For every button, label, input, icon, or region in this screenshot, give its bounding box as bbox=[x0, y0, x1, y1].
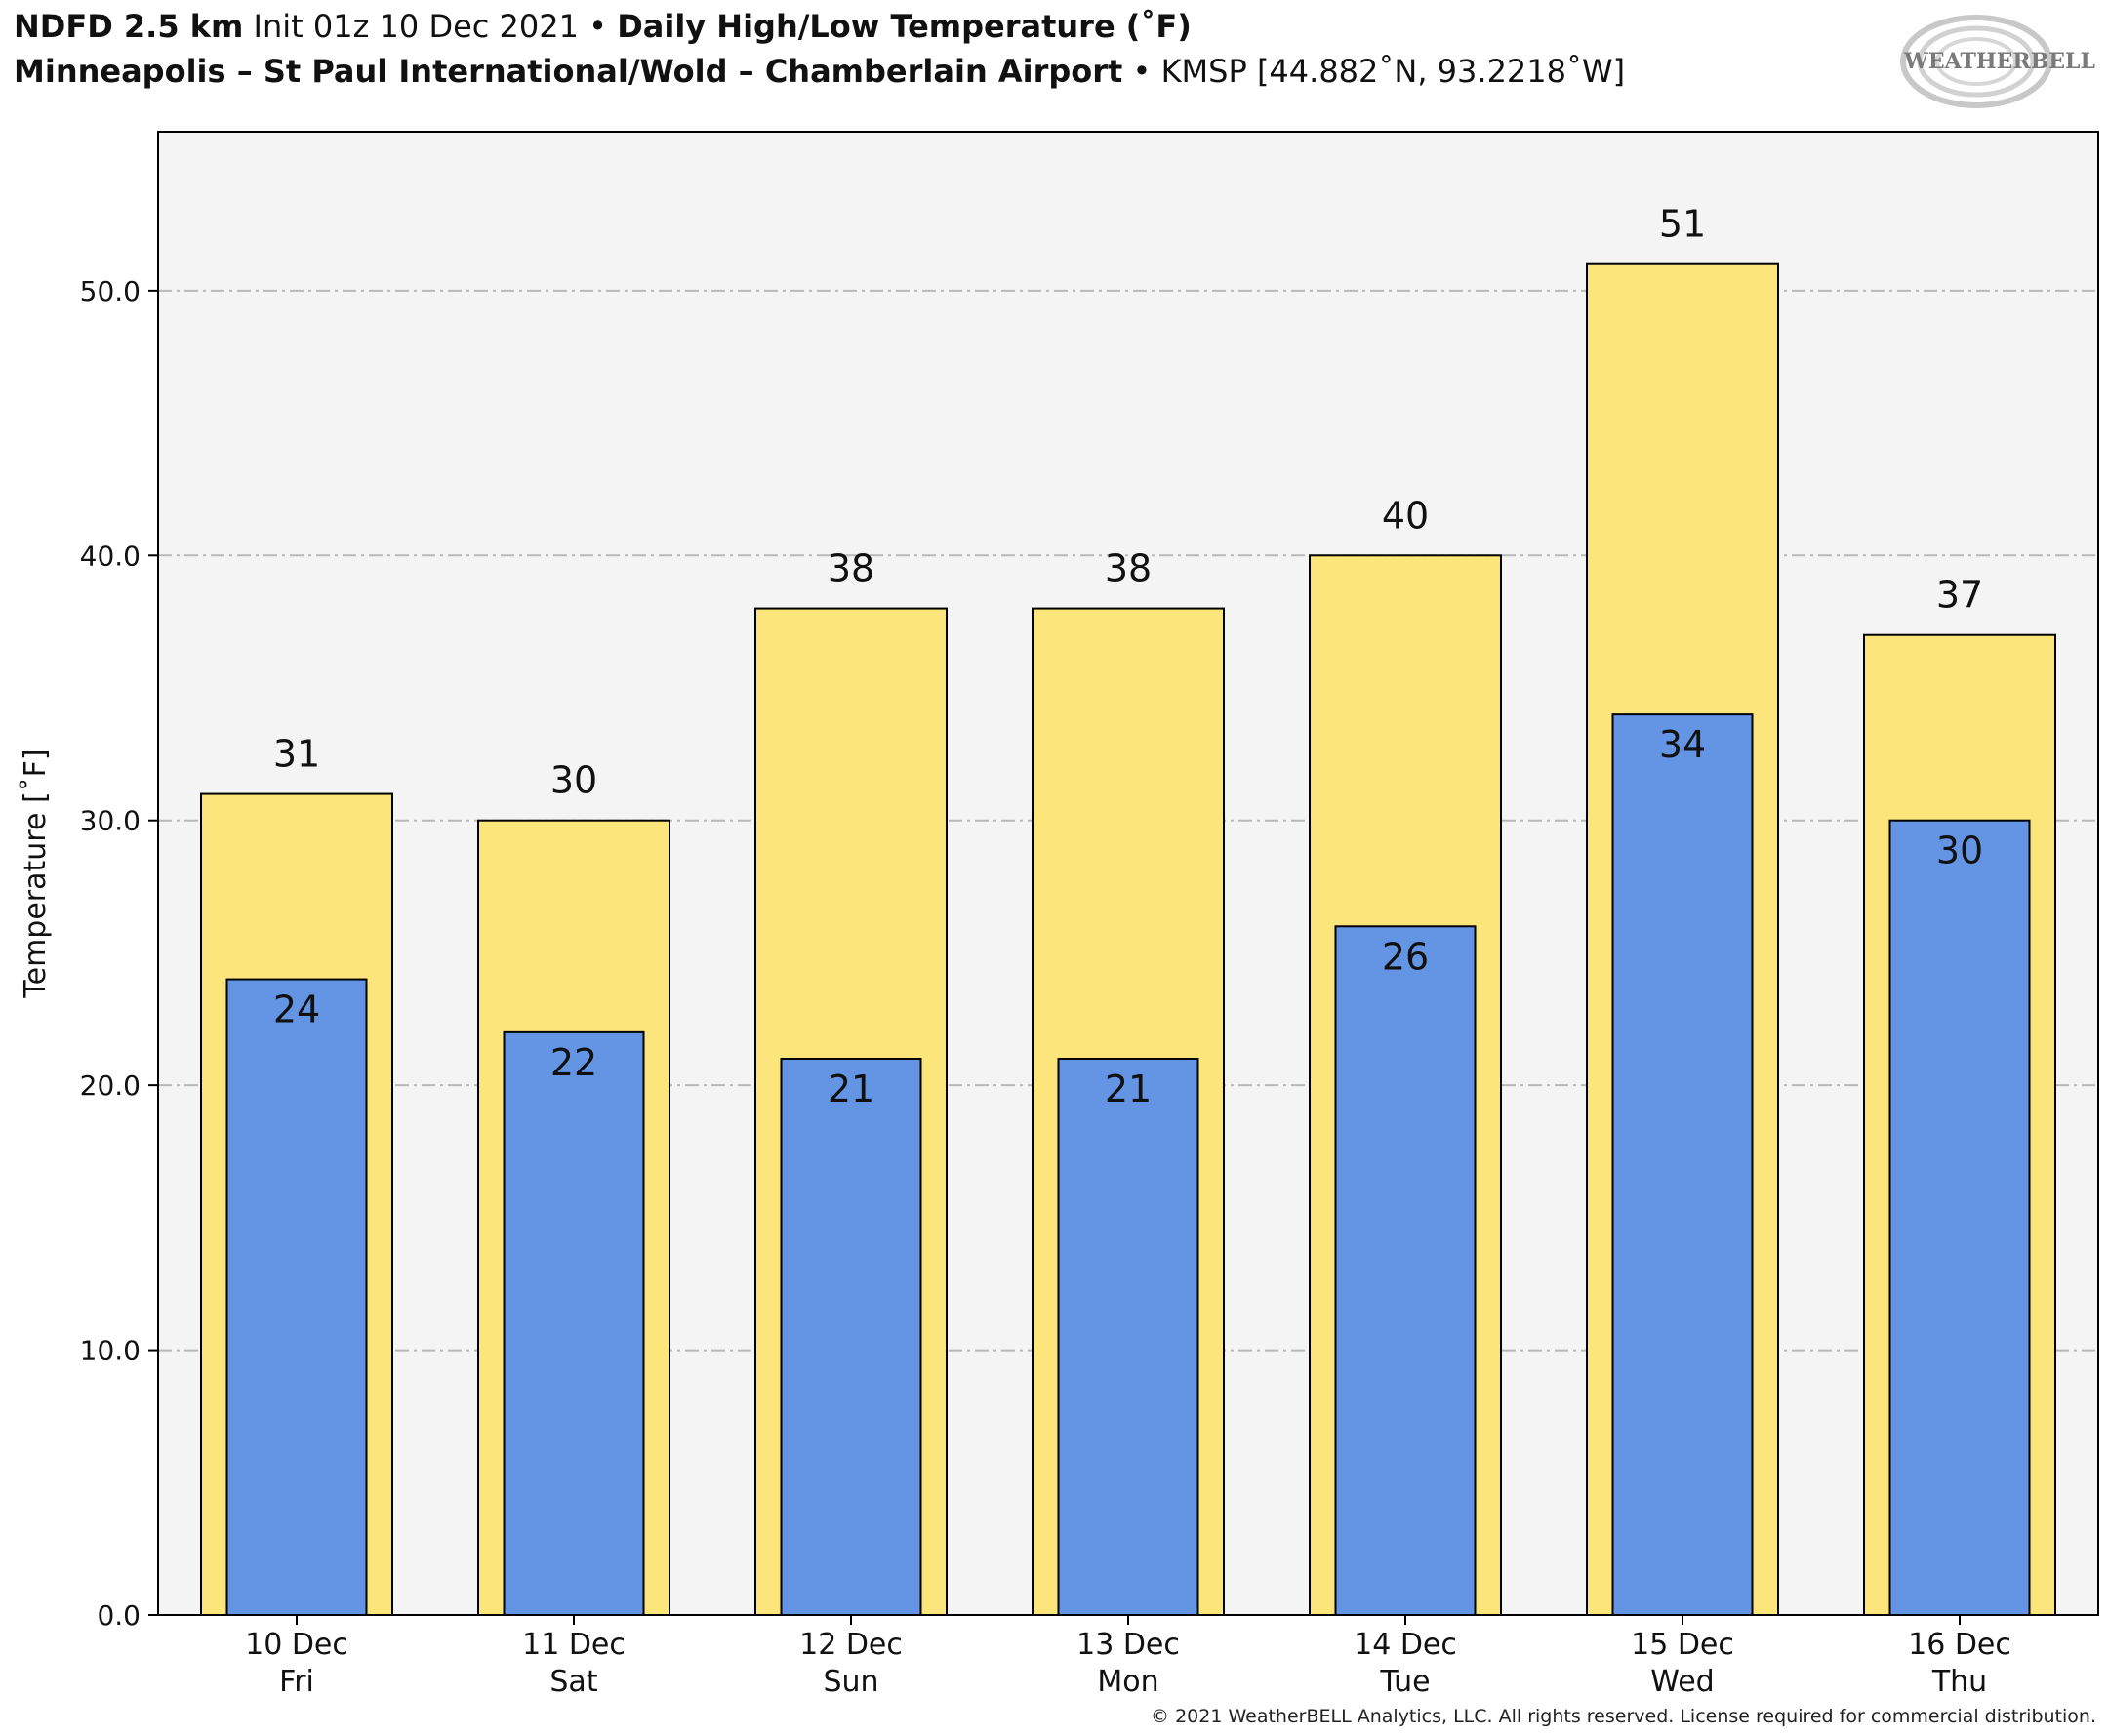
copyright-notice: © 2021 WeatherBELL Analytics, LLC. All r… bbox=[1151, 1706, 2096, 1727]
model-name: NDFD 2.5 km bbox=[14, 8, 244, 45]
x-tick-label-date: 16 Dec bbox=[1908, 1628, 2011, 1662]
y-tick-label: 30.0 bbox=[80, 805, 141, 837]
high-value-label: 37 bbox=[1936, 574, 1983, 617]
low-bar bbox=[225, 978, 368, 1616]
high-value-label: 40 bbox=[1382, 494, 1429, 537]
x-tick-label-day: Wed bbox=[1650, 1665, 1714, 1699]
y-tick-label: 10.0 bbox=[80, 1335, 141, 1367]
x-tick-label-date: 12 Dec bbox=[799, 1628, 903, 1662]
low-bar bbox=[1057, 1058, 1199, 1616]
low-bar bbox=[1334, 925, 1477, 1616]
low-value-label: 34 bbox=[1659, 723, 1706, 766]
x-tick-label-date: 13 Dec bbox=[1076, 1628, 1180, 1662]
y-axis: 0.0 10.0 20.0 30.0 40.0 50.0 bbox=[80, 275, 158, 1632]
x-tick-label-date: 11 Dec bbox=[522, 1628, 626, 1662]
x-tick-label-day: Thu bbox=[1931, 1665, 1987, 1699]
header-line-2: Minneapolis – St Paul International/Wold… bbox=[14, 49, 2108, 94]
bullet-separator: • bbox=[588, 8, 608, 45]
low-bar bbox=[1611, 713, 1754, 1616]
chart-header: NDFD 2.5 km Init 01z 10 Dec 2021 • Daily… bbox=[14, 4, 2108, 94]
x-tick-label-day: Sat bbox=[549, 1665, 597, 1699]
bullet-separator: • bbox=[1132, 53, 1152, 90]
station-info: KMSP [44.882˚N, 93.2218˚W] bbox=[1160, 53, 1626, 90]
x-tick-label-date: 10 Dec bbox=[245, 1628, 348, 1662]
high-value-label: 38 bbox=[1105, 547, 1152, 590]
x-tick-label-day: Mon bbox=[1097, 1665, 1158, 1699]
product-title: Daily High/Low Temperature (˚F) bbox=[617, 8, 1192, 45]
low-value-label: 30 bbox=[1936, 829, 1983, 872]
header-line-1: NDFD 2.5 km Init 01z 10 Dec 2021 • Daily… bbox=[14, 4, 2108, 49]
low-bar bbox=[780, 1058, 922, 1616]
low-bars bbox=[225, 713, 2031, 1617]
data-labels: 31 24 30 22 38 21 38 21 40 26 51 34 37 30 bbox=[273, 203, 1983, 1110]
x-tick-label-day: Tue bbox=[1379, 1665, 1430, 1699]
low-value-label: 24 bbox=[273, 989, 320, 1031]
y-tick-label: 50.0 bbox=[80, 275, 141, 307]
low-value-label: 22 bbox=[550, 1041, 597, 1084]
logo-wordmark: WEATHERBELL bbox=[1903, 49, 2095, 74]
station-name: Minneapolis – St Paul International/Wold… bbox=[14, 53, 1123, 90]
y-tick-label: 0.0 bbox=[97, 1599, 141, 1632]
x-tick-label-date: 14 Dec bbox=[1354, 1628, 1457, 1662]
low-value-label: 21 bbox=[828, 1068, 874, 1110]
high-value-label: 30 bbox=[550, 759, 597, 802]
high-value-label: 51 bbox=[1659, 203, 1706, 246]
x-tick-label-day: Sun bbox=[823, 1665, 878, 1699]
low-bar bbox=[503, 1030, 645, 1617]
y-tick-label: 40.0 bbox=[80, 540, 141, 572]
high-value-label: 31 bbox=[273, 733, 320, 776]
y-axis-label: Temperature [˚F] bbox=[19, 748, 53, 998]
init-time: Init 01z 10 Dec 2021 bbox=[253, 8, 579, 45]
weatherbell-logo: WEATHERBELL bbox=[1900, 15, 2095, 108]
weatherbell-swirl-logo-icon bbox=[1900, 15, 2052, 108]
low-bar bbox=[1888, 819, 2031, 1616]
x-tick-label-day: Fri bbox=[279, 1665, 314, 1699]
high-value-label: 38 bbox=[828, 547, 874, 590]
y-tick-label: 20.0 bbox=[80, 1070, 141, 1102]
x-tick-label-date: 15 Dec bbox=[1631, 1628, 1734, 1662]
low-value-label: 26 bbox=[1382, 935, 1429, 978]
low-value-label: 21 bbox=[1105, 1068, 1152, 1110]
